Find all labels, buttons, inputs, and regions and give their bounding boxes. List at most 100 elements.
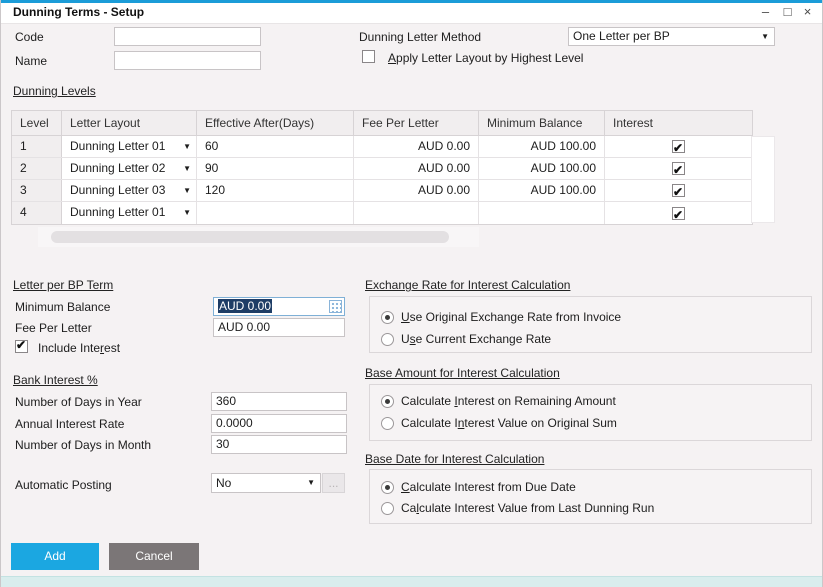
letter-layout-cell[interactable]: Dunning Letter 02 ▼ <box>62 158 197 179</box>
interest-checkbox[interactable] <box>672 160 685 179</box>
exchange-rate-section-title: Exchange Rate for Interest Calculation <box>365 278 571 292</box>
radio-interest-from-due-date[interactable] <box>381 481 394 494</box>
name-input[interactable] <box>114 51 261 70</box>
column-header: Effective After(Days) <box>197 111 354 135</box>
automatic-posting-dropdown[interactable]: No ▼ <box>211 473 321 493</box>
minimum-balance-cell[interactable]: AUD 100.00 <box>479 136 605 157</box>
annual-interest-rate-label: Annual Interest Rate <box>15 417 125 431</box>
scrollbar-thumb[interactable] <box>51 231 449 243</box>
automatic-posting-label: Automatic Posting <box>15 478 112 492</box>
base-amount-section-title: Base Amount for Interest Calculation <box>365 366 560 380</box>
desktop-strip <box>1 576 822 587</box>
radio-interest-remaining-amount[interactable] <box>381 395 394 408</box>
radio-label-interest-from-due-date[interactable]: Calculate Interest from Due Date <box>401 480 576 494</box>
effective-after-cell[interactable]: 90 <box>197 158 354 179</box>
horizontal-scrollbar[interactable] <box>38 227 479 247</box>
minimum-balance-label: Minimum Balance <box>15 300 111 314</box>
chevron-down-icon: ▼ <box>307 478 315 487</box>
days-in-month-label: Number of Days in Month <box>15 438 152 452</box>
fee-per-letter-cell[interactable] <box>354 202 479 224</box>
apply-layout-checkbox[interactable] <box>362 50 375 63</box>
base-date-groupbox <box>369 469 812 524</box>
chevron-down-icon: ▼ <box>761 31 769 41</box>
column-header: Level <box>12 111 62 135</box>
apply-layout-label[interactable]: Apply Letter Layout by Highest Level <box>388 51 584 65</box>
radio-interest-from-last-dunning-run[interactable] <box>381 502 394 515</box>
include-interest-checkbox[interactable] <box>15 338 28 353</box>
minimum-balance-cell[interactable] <box>479 202 605 224</box>
table-overflow-panel <box>751 136 775 223</box>
effective-after-cell[interactable]: 60 <box>197 136 354 157</box>
letter-layout-cell[interactable]: Dunning Letter 01 ▼ <box>62 202 197 224</box>
automatic-posting-value: No <box>216 476 232 490</box>
interest-cell <box>605 180 752 201</box>
days-in-year-input[interactable]: 360 <box>211 392 347 411</box>
dunning-letter-method-dropdown[interactable]: One Letter per BP ▼ <box>568 27 775 46</box>
letter-layout-cell[interactable]: Dunning Letter 01 ▼ <box>62 136 197 157</box>
interest-cell <box>605 136 752 157</box>
chevron-down-icon[interactable]: ▼ <box>183 141 191 151</box>
level-cell[interactable]: 2 <box>12 158 62 179</box>
fee-per-letter-cell[interactable]: AUD 0.00 <box>354 158 479 179</box>
dunning-letter-method-value: One Letter per BP <box>573 29 670 43</box>
minimum-balance-value: AUD 0.00 <box>218 299 273 313</box>
minimize-icon[interactable]: – <box>761 4 770 19</box>
radio-label-use-original-exchange-rate[interactable]: Use Original Exchange Rate from Invoice <box>401 310 622 324</box>
base-amount-groupbox <box>369 384 812 441</box>
add-button[interactable]: Add <box>11 543 99 570</box>
chevron-down-icon[interactable]: ▼ <box>183 208 191 217</box>
effective-after-cell[interactable] <box>197 202 354 224</box>
exchange-rate-groupbox <box>369 296 812 353</box>
minimum-balance-cell[interactable]: AUD 100.00 <box>479 158 605 179</box>
minimum-balance-input[interactable]: AUD 0.00 <box>213 297 345 316</box>
radio-use-original-exchange-rate[interactable] <box>381 311 394 324</box>
window-top-accent <box>1 0 822 3</box>
include-interest-label[interactable]: Include Interest <box>38 341 121 355</box>
dunning-letter-method-label: Dunning Letter Method <box>359 30 482 44</box>
dunning-levels-table: Level Letter Layout Effective After(Days) F… <box>11 110 753 225</box>
code-input[interactable] <box>114 27 261 46</box>
effective-after-cell[interactable]: 120 <box>197 180 354 201</box>
calculator-icon[interactable] <box>329 300 342 313</box>
chevron-down-icon[interactable]: ▼ <box>183 185 191 195</box>
radio-label-interest-remaining-amount[interactable]: Calculate Interest on Remaining Amount <box>401 394 616 408</box>
minimum-balance-cell[interactable]: AUD 100.00 <box>479 180 605 201</box>
fee-per-letter-cell[interactable]: AUD 0.00 <box>354 136 479 157</box>
radio-label-interest-from-last-dunning-run[interactable]: Calculate Interest Value from Last Dunni… <box>401 501 655 515</box>
column-header: Letter Layout <box>62 111 197 135</box>
fee-per-letter-cell[interactable]: AUD 0.00 <box>354 180 479 201</box>
radio-label-use-current-exchange-rate[interactable]: Use Current Exchange Rate <box>401 332 552 346</box>
chevron-down-icon[interactable]: ▼ <box>183 163 191 173</box>
bank-interest-section-title: Bank Interest % <box>13 373 98 387</box>
letter-layout-cell[interactable]: Dunning Letter 03 ▼ <box>62 180 197 201</box>
table-row: 3 Dunning Letter 03 ▼ 120 AUD 0.00 AUD 100.00 <box>12 180 752 202</box>
bp-term-section-title: Letter per BP Term <box>13 278 114 292</box>
table-row: 4 Dunning Letter 01 ▼ <box>12 202 752 224</box>
title-bar[interactable]: Dunning Terms - Setup – □ × <box>1 3 822 24</box>
column-header: Interest <box>613 116 654 130</box>
close-icon[interactable]: × <box>803 4 812 19</box>
annual-interest-rate-input[interactable]: 0.0000 <box>211 414 347 433</box>
maximize-icon[interactable]: □ <box>783 4 792 19</box>
fee-per-letter-label: Fee Per Letter <box>15 321 92 335</box>
days-in-month-input[interactable]: 30 <box>211 435 347 454</box>
interest-checkbox[interactable] <box>672 205 685 224</box>
radio-interest-original-sum[interactable] <box>381 417 394 430</box>
radio-label-interest-original-sum[interactable]: Calculate Interest Value on Original Sum <box>401 416 617 430</box>
level-cell[interactable]: 4 <box>12 202 62 224</box>
column-header: Minimum Balance <box>479 111 605 135</box>
column-header: Fee Per Letter <box>354 111 479 135</box>
cancel-button[interactable]: Cancel <box>109 543 199 570</box>
browse-button[interactable]: ... <box>322 473 345 493</box>
table-row: 2 Dunning Letter 02 ▼ 90 AUD 0.00 AUD 100.00 <box>12 158 752 180</box>
fee-per-letter-input[interactable]: AUD 0.00 <box>213 318 345 337</box>
page-title: Dunning Terms - Setup <box>13 5 145 19</box>
level-cell[interactable]: 1 <box>12 136 62 157</box>
table-header-row: Level Letter Layout Effective After(Days) F… <box>12 111 752 136</box>
radio-use-current-exchange-rate[interactable] <box>381 333 394 346</box>
interest-checkbox[interactable] <box>672 138 685 157</box>
interest-cell <box>605 202 752 224</box>
interest-checkbox[interactable] <box>672 182 685 201</box>
level-cell[interactable]: 3 <box>12 180 62 201</box>
